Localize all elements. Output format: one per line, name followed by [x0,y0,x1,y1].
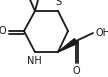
Text: NH: NH [27,57,41,67]
Text: OH: OH [95,28,108,38]
Polygon shape [58,39,77,52]
Text: S: S [55,0,61,7]
Text: O: O [0,26,6,36]
Text: O: O [72,66,80,76]
